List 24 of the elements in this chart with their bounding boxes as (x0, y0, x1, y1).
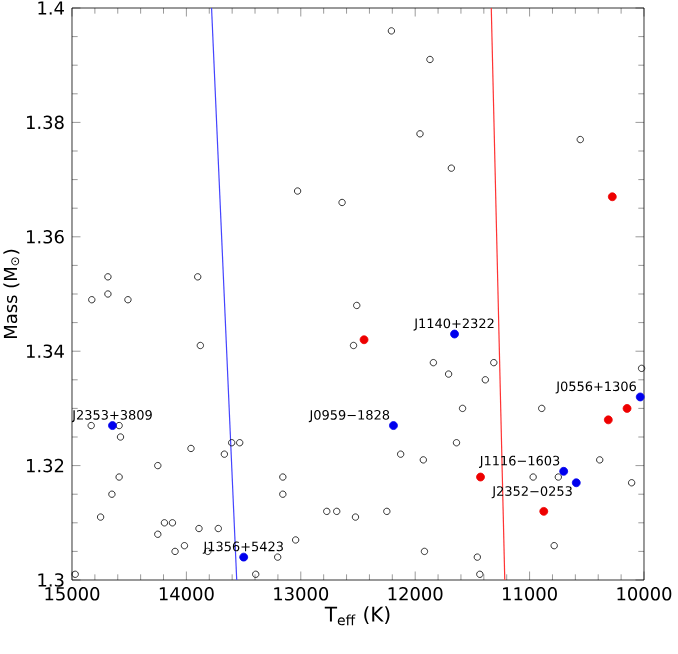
x-tick-label: 15000 (45, 587, 100, 601)
point (607, 192, 617, 202)
point (476, 472, 485, 482)
point (359, 335, 369, 345)
y-tick-label: 1.36 (26, 230, 64, 244)
point (559, 466, 569, 476)
point (571, 478, 581, 488)
x-tick-label: 11000 (503, 587, 557, 601)
point (539, 506, 549, 516)
point (635, 392, 645, 402)
y-tick-label: 1.38 (26, 115, 64, 130)
y-tick-label: 1.4 (38, 1, 64, 15)
x-axis-title: T$_{eff}$ (K) (324, 606, 390, 626)
point (389, 421, 398, 430)
x-tick-label: 10000 (617, 587, 672, 601)
x-tick-label: 12000 (388, 587, 443, 601)
x-tick-label: 14000 (159, 587, 214, 601)
y-tick-label: 1.34 (26, 344, 64, 358)
y-tick-label: 1.3 (38, 573, 64, 587)
y-tick-label: 1.32 (26, 458, 64, 473)
x-tick-label: 13000 (274, 587, 329, 601)
y-axis-title: Mass (M$_{⊙}$) (3, 249, 20, 338)
point (603, 415, 613, 425)
point (622, 404, 632, 413)
